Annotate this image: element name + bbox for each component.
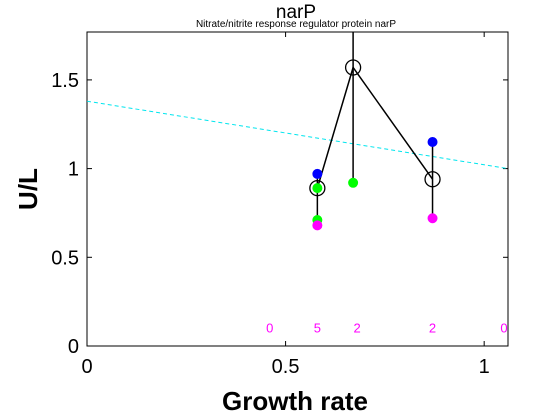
x-tick-label: 0 (81, 356, 92, 378)
mean-line-layer (316, 65, 434, 189)
data-point (348, 177, 359, 188)
chart-title: narP (276, 2, 316, 23)
fit-line-layer (86, 100, 509, 170)
data-point (427, 136, 438, 147)
axis-ticks (86, 32, 508, 347)
y-tick-label: 1 (68, 159, 79, 181)
count-label: 5 (314, 320, 321, 335)
fit-line (86, 100, 509, 170)
mean-marker (344, 59, 362, 76)
chart-subtitle: Nitrate/nitrite response regulator prote… (196, 19, 396, 30)
plot-area (86, 31, 509, 347)
count-label: 2 (429, 320, 436, 335)
data-point (312, 220, 323, 231)
y-tick-label: 1.5 (51, 70, 79, 92)
y-tick-label: 0 (68, 336, 79, 358)
x-tick-label: 1 (479, 356, 490, 378)
mean-marker (424, 171, 441, 188)
x-axis-label: Growth rate (222, 386, 368, 416)
data-point (312, 168, 323, 179)
y-tick-label: 0.5 (51, 247, 79, 269)
counts-layer: 0 5 2 2 0 (266, 320, 508, 335)
y-axis-label: U/L (13, 168, 43, 210)
count-label: 2 (353, 320, 360, 335)
mean-line (316, 65, 434, 189)
points-layer (309, 59, 441, 231)
vertical-lines-layer (316, 32, 434, 221)
count-label: 0 (500, 320, 507, 335)
data-point (427, 213, 438, 224)
x-tick-label: 0.5 (272, 356, 300, 378)
count-label: 0 (266, 320, 273, 335)
data-point (312, 183, 323, 194)
tick-labels: 0 0.5 1 0 0.5 1 1.5 (51, 70, 490, 378)
mean-marker (309, 179, 326, 197)
